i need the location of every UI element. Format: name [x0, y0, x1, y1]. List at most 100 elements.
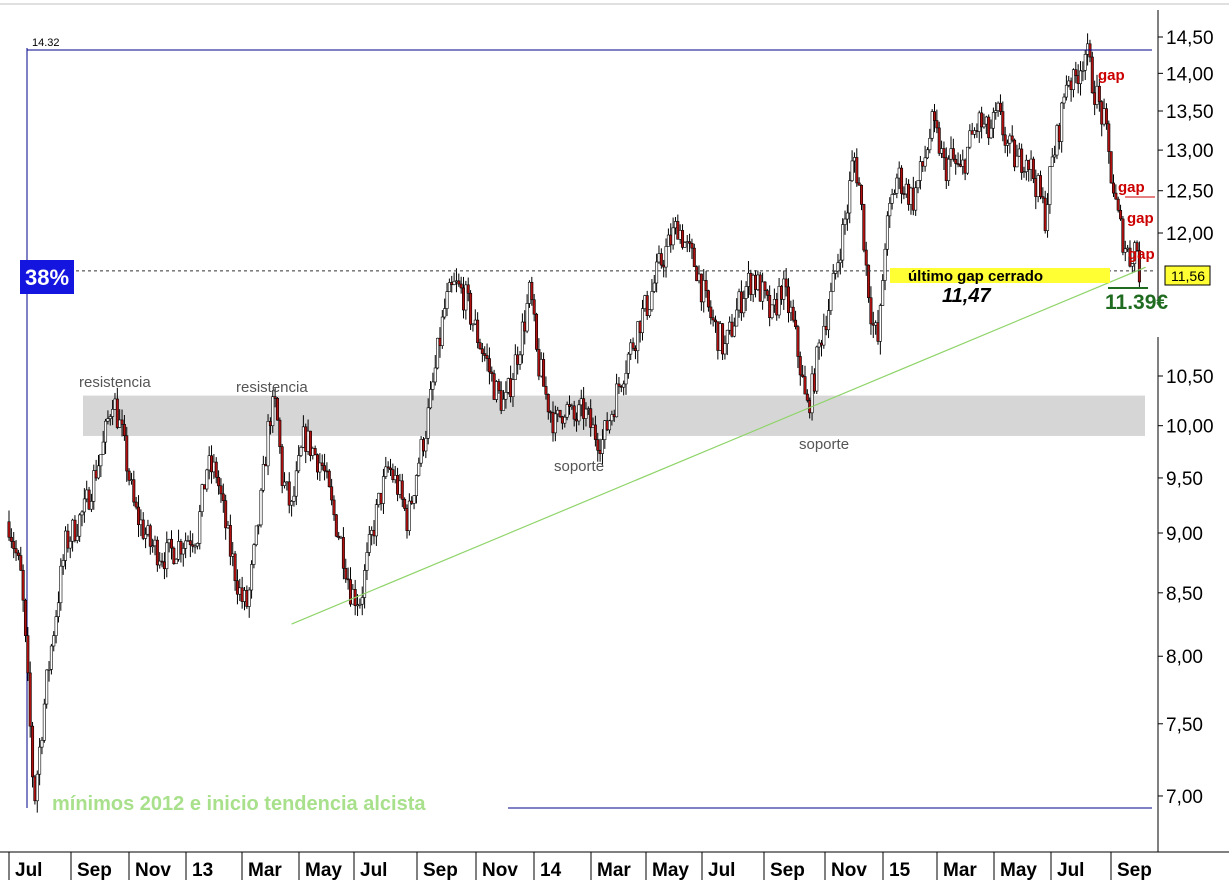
candle-body — [332, 499, 336, 516]
candle-body — [417, 462, 421, 476]
candle-body — [937, 127, 941, 154]
candle-body — [320, 462, 324, 466]
candle — [104, 418, 108, 455]
x-tick-label: Nov — [482, 860, 518, 881]
candle — [1060, 101, 1064, 153]
candle — [266, 414, 270, 476]
candle-body — [921, 161, 925, 167]
candle-body — [1090, 56, 1094, 94]
candle-body — [1043, 197, 1047, 231]
candle-body — [565, 404, 569, 418]
x-tick-label: Nov — [135, 860, 171, 881]
candle-body — [311, 448, 315, 456]
candle-body — [224, 500, 228, 529]
candle — [68, 536, 72, 559]
candle — [466, 277, 470, 302]
candle-body — [808, 400, 812, 414]
candle-body — [487, 358, 491, 373]
candle-body — [144, 533, 148, 539]
candle-body — [1107, 123, 1111, 152]
candle — [214, 457, 218, 484]
candle-body — [165, 542, 169, 570]
x-ticks-layer: Jul Sep Nov 13 Mar May Jul Sep Nov 14 Mar May Jul Sep… — [8, 852, 1152, 881]
candle-body — [930, 111, 934, 139]
candle — [134, 496, 138, 510]
candle-body — [958, 164, 962, 167]
candle-body — [92, 470, 96, 502]
candle-body — [438, 337, 442, 346]
candle — [400, 473, 404, 508]
candle — [572, 400, 576, 427]
candle-body — [1015, 155, 1019, 168]
candle — [445, 282, 449, 317]
candle — [721, 323, 725, 361]
candle — [1123, 240, 1127, 262]
candle-body — [1020, 148, 1024, 173]
candle-body — [462, 287, 466, 311]
candle-body — [478, 342, 482, 350]
candle — [447, 278, 451, 293]
candle-body — [464, 284, 468, 311]
candle — [254, 525, 258, 547]
candle-body — [148, 525, 152, 547]
candle-body — [942, 148, 946, 159]
candle — [937, 121, 941, 156]
candle-body — [643, 295, 647, 309]
candle-body — [819, 342, 823, 346]
candle-body — [860, 184, 864, 205]
candle — [452, 272, 456, 286]
candle — [235, 569, 239, 605]
candle — [35, 770, 39, 813]
candle-body — [539, 359, 543, 377]
candle-body — [490, 371, 494, 374]
candle-body — [779, 286, 783, 300]
candle — [1013, 138, 1017, 172]
candle-body — [763, 281, 767, 291]
candle-body — [1130, 263, 1134, 267]
candle-body — [287, 481, 291, 506]
candle-body — [911, 187, 915, 211]
candle-body — [40, 740, 44, 748]
candle-body — [245, 590, 249, 607]
candle — [593, 415, 597, 447]
candle-body — [370, 530, 374, 535]
candle-body — [671, 227, 675, 246]
candle — [702, 269, 706, 313]
candle-body — [1119, 209, 1123, 220]
candle-body — [351, 589, 355, 605]
candle-body — [857, 182, 861, 186]
candle-body — [563, 416, 567, 424]
candle-body — [1053, 154, 1057, 158]
candle — [690, 238, 694, 260]
candle — [386, 461, 390, 473]
candle-body — [648, 309, 652, 316]
candle — [323, 453, 327, 481]
candle-body — [290, 501, 294, 506]
candle-body — [973, 130, 977, 135]
candle-body — [777, 286, 781, 316]
candle-body — [278, 419, 282, 448]
candle-body — [21, 569, 25, 601]
candle — [318, 453, 322, 481]
candle — [841, 218, 845, 268]
candle — [7, 510, 11, 541]
candle — [476, 312, 480, 349]
candle — [916, 180, 920, 194]
candle-body — [560, 416, 564, 424]
candle-body — [330, 486, 334, 501]
candle-body — [87, 489, 91, 510]
candle — [617, 376, 621, 395]
candle-body — [579, 398, 583, 406]
candle — [389, 458, 393, 476]
candle — [626, 351, 630, 379]
candle — [709, 300, 713, 325]
candle — [527, 280, 531, 308]
candle — [106, 410, 110, 425]
support-label: soporte — [554, 458, 604, 475]
candle-body — [805, 393, 809, 401]
candle-body — [681, 230, 685, 248]
candle — [228, 514, 232, 566]
candle-body — [414, 475, 418, 497]
candle — [341, 527, 345, 580]
